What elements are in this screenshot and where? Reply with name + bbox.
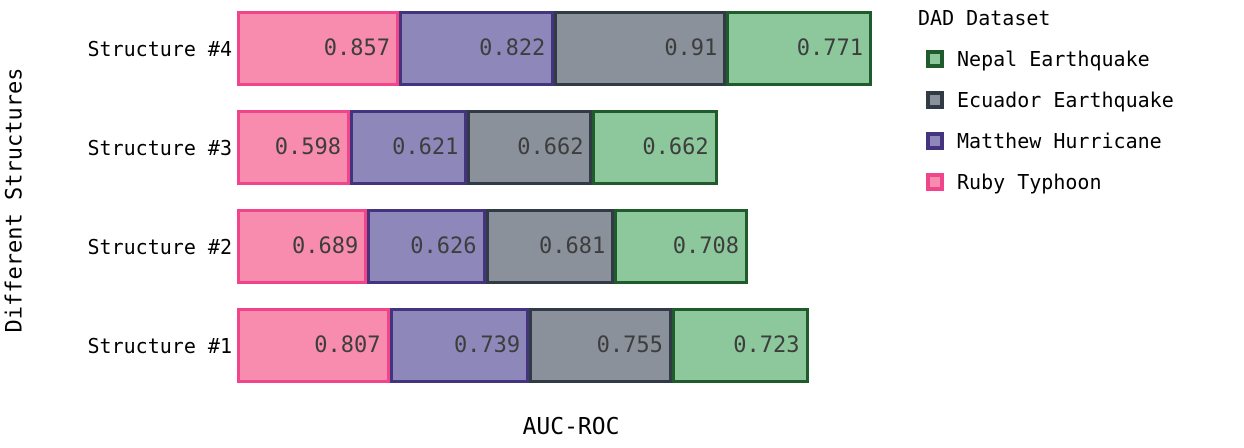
bar-value-label: 0.598 (274, 135, 342, 160)
bar-segment: 0.755 (529, 308, 672, 383)
bar-segment: 0.662 (592, 110, 718, 185)
bar-value-label: 0.681 (539, 234, 606, 259)
x-axis-title: AUC-ROC (522, 414, 620, 440)
legend-item: Nepal Earthquake (926, 47, 1174, 71)
bar-segment: 0.807 (237, 308, 390, 383)
bar-segment: 0.681 (485, 209, 615, 284)
y-tick-label: Structure #1 (87, 333, 233, 358)
y-tick-label: Structure #2 (87, 234, 233, 259)
bar-value-label: 0.662 (517, 135, 584, 160)
plot-area: Structure #4 0.857 0.822 0.91 0.771 Structure… (0, 11, 873, 407)
bar-value-label: 0.626 (410, 234, 477, 259)
bar-value-label: 0.662 (642, 135, 709, 160)
y-tick-label: Structure #4 (87, 36, 233, 61)
legend: DAD Dataset Nepal Earthquake Ecuador Eart… (918, 6, 1174, 194)
legend-item: Matthew Hurricane (926, 129, 1174, 153)
bar-segment: 0.857 (237, 11, 399, 86)
bar-segment: 0.771 (726, 11, 873, 86)
legend-label: Matthew Hurricane (957, 129, 1162, 153)
bar-row: Structure #3 0.598 0.621 0.662 0.662 (0, 110, 872, 185)
legend-swatch-icon (926, 132, 944, 150)
bar-row: Structure #1 0.807 0.739 0.755 0.723 (0, 308, 872, 383)
bar-segment: 0.621 (350, 110, 468, 185)
bar-value-label: 0.771 (796, 36, 864, 61)
bar-segment: 0.598 (237, 110, 351, 185)
legend-title: DAD Dataset (918, 6, 1051, 30)
bar-value-label: 0.755 (596, 333, 663, 358)
legend-swatch-icon (926, 173, 944, 191)
bar-value-label: 0.739 (453, 333, 521, 358)
legend-label: Nepal Earthquake (957, 47, 1150, 71)
legend-item: Ecuador Earthquake (926, 88, 1174, 112)
legend-label: Ruby Typhoon (957, 170, 1102, 194)
bar-value-label: 0.822 (479, 36, 546, 61)
bar-segment: 0.723 (671, 308, 809, 383)
bar-value-label: 0.689 (291, 234, 359, 259)
bar-segment: 0.739 (389, 308, 530, 383)
bar-row: Structure #4 0.857 0.822 0.91 0.771 (0, 11, 873, 86)
legend-label: Ecuador Earthquake (957, 88, 1174, 112)
bar-value-label: 0.708 (672, 234, 740, 259)
legend-swatch-icon (926, 50, 944, 68)
bar-row: Structure #2 0.689 0.626 0.681 0.708 (0, 209, 872, 284)
bar-segment: 0.708 (614, 209, 749, 284)
bar-segment: 0.662 (467, 110, 593, 185)
legend-items: Nepal Earthquake Ecuador Earthquake Matthe… (918, 47, 1174, 194)
bar-segment: 0.91 (554, 11, 727, 86)
bar-value-label: 0.621 (392, 135, 459, 160)
legend-swatch-icon (926, 91, 944, 109)
bar-value-label: 0.91 (664, 36, 718, 61)
bar-value-label: 0.857 (323, 36, 390, 61)
bar-segment: 0.626 (367, 209, 486, 284)
bar-value-label: 0.723 (733, 333, 800, 358)
bar-segment: 0.822 (398, 11, 555, 86)
bar-value-label: 0.807 (314, 333, 381, 358)
y-tick-label: Structure #3 (87, 135, 233, 160)
bar-segment: 0.689 (237, 209, 368, 284)
legend-item: Ruby Typhoon (926, 170, 1174, 194)
